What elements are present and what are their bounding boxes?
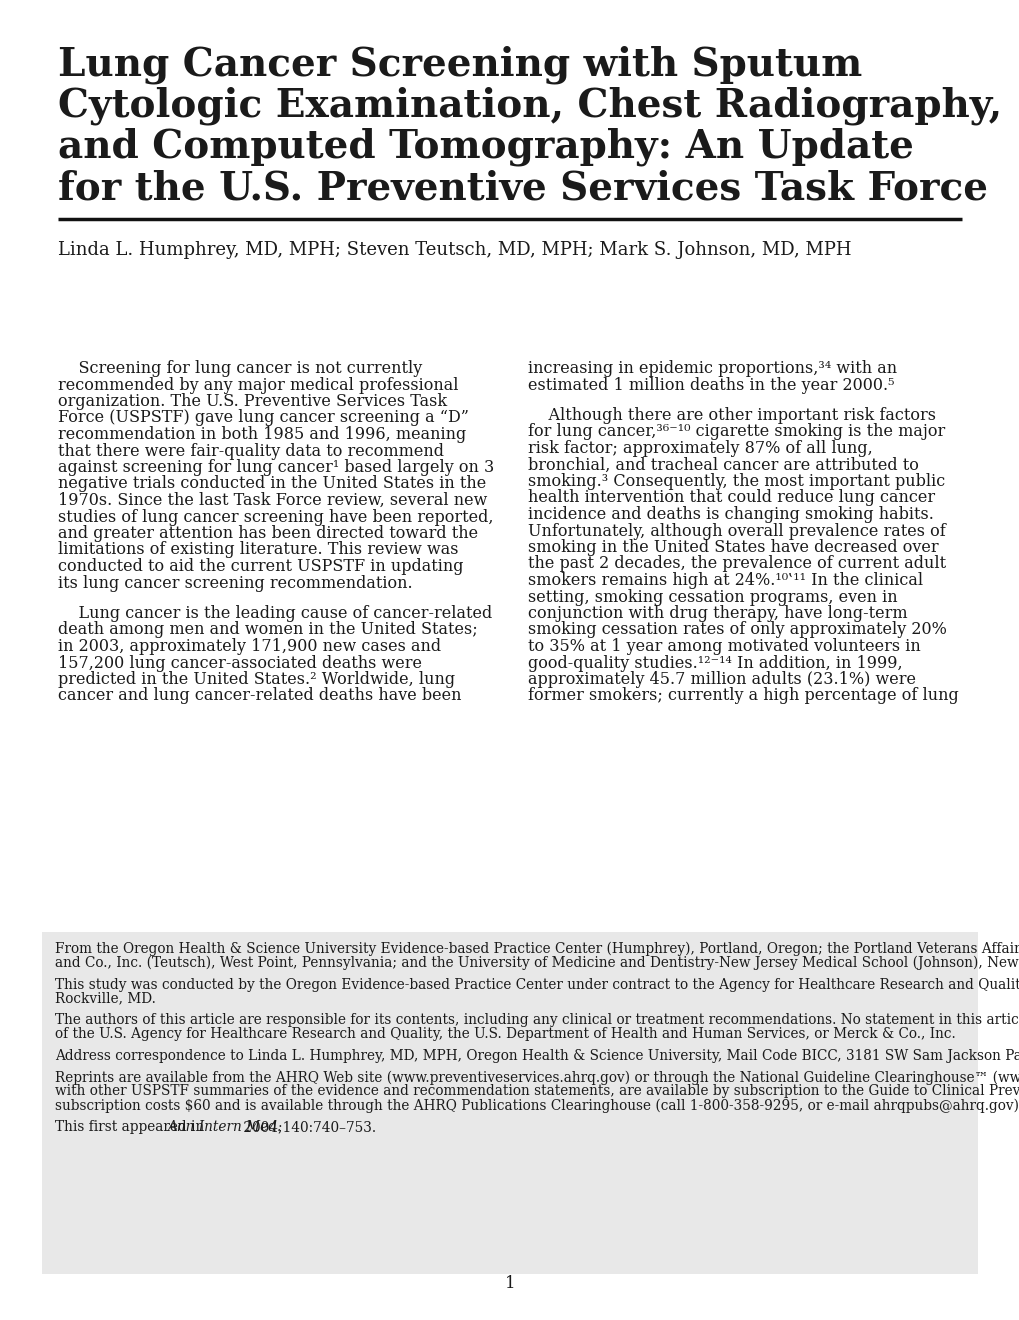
Text: Screening for lung cancer is not currently: Screening for lung cancer is not current…: [58, 360, 422, 378]
Text: death among men and women in the United States;: death among men and women in the United …: [58, 622, 477, 639]
Text: former smokers; currently a high percentage of lung: former smokers; currently a high percent…: [528, 688, 958, 705]
Text: Lung Cancer Screening with Sputum: Lung Cancer Screening with Sputum: [58, 45, 861, 83]
Text: to 35% at 1 year among motivated volunteers in: to 35% at 1 year among motivated volunte…: [528, 638, 920, 655]
Text: and Computed Tomography: An Update: and Computed Tomography: An Update: [58, 128, 913, 166]
Text: smoking in the United States have decreased over: smoking in the United States have decrea…: [528, 539, 937, 556]
Text: From the Oregon Health & Science University Evidence-based Practice Center (Hump: From the Oregon Health & Science Univers…: [55, 942, 1019, 957]
Text: smokers remains high at 24%.¹⁰‛¹¹ In the clinical: smokers remains high at 24%.¹⁰‛¹¹ In the…: [528, 572, 922, 589]
Text: and greater attention has been directed toward the: and greater attention has been directed …: [58, 525, 478, 543]
Text: 1: 1: [504, 1275, 515, 1292]
Text: approximately 45.7 million adults (23.1%) were: approximately 45.7 million adults (23.1%…: [528, 671, 915, 688]
Text: Linda L. Humphrey, MD, MPH; Steven Teutsch, MD, MPH; Mark S. Johnson, MD, MPH: Linda L. Humphrey, MD, MPH; Steven Teuts…: [58, 240, 851, 259]
Text: setting, smoking cessation programs, even in: setting, smoking cessation programs, eve…: [528, 589, 897, 606]
Text: subscription costs $60 and is available through the AHRQ Publications Clearingho: subscription costs $60 and is available …: [55, 1098, 1019, 1113]
Text: 157,200 lung cancer-associated deaths were: 157,200 lung cancer-associated deaths we…: [58, 655, 422, 672]
Text: risk factor; approximately 87% of all lung,: risk factor; approximately 87% of all lu…: [528, 440, 872, 457]
Text: the past 2 decades, the prevalence of current adult: the past 2 decades, the prevalence of cu…: [528, 556, 946, 573]
Text: Lung cancer is the leading cause of cancer-related: Lung cancer is the leading cause of canc…: [58, 605, 492, 622]
Text: Although there are other important risk factors: Although there are other important risk …: [528, 407, 935, 424]
Text: recommendation in both 1985 and 1996, meaning: recommendation in both 1985 and 1996, me…: [58, 426, 466, 444]
Text: bronchial, and tracheal cancer are attributed to: bronchial, and tracheal cancer are attri…: [528, 457, 918, 474]
Text: with other USPSTF summaries of the evidence and recommendation statements, are a: with other USPSTF summaries of the evide…: [55, 1085, 1019, 1098]
FancyBboxPatch shape: [42, 932, 977, 1274]
Text: for the U.S. Preventive Services Task Force: for the U.S. Preventive Services Task Fo…: [58, 169, 987, 207]
Text: of the U.S. Agency for Healthcare Research and Quality, the U.S. Department of H: of the U.S. Agency for Healthcare Resear…: [55, 1027, 955, 1041]
Text: conducted to aid the current USPSTF in updating: conducted to aid the current USPSTF in u…: [58, 558, 463, 576]
Text: incidence and deaths is changing smoking habits.: incidence and deaths is changing smoking…: [528, 506, 933, 523]
Text: Cytologic Examination, Chest Radiography,: Cytologic Examination, Chest Radiography…: [58, 86, 1001, 125]
Text: organization. The U.S. Preventive Services Task: organization. The U.S. Preventive Servic…: [58, 393, 446, 411]
Text: studies of lung cancer screening have been reported,: studies of lung cancer screening have be…: [58, 508, 493, 525]
Text: negative trials conducted in the United States in the: negative trials conducted in the United …: [58, 475, 486, 492]
Text: good-quality studies.¹²⁻¹⁴ In addition, in 1999,: good-quality studies.¹²⁻¹⁴ In addition, …: [528, 655, 902, 672]
Text: its lung cancer screening recommendation.: its lung cancer screening recommendation…: [58, 574, 413, 591]
Text: Ann Intern Med.: Ann Intern Med.: [166, 1119, 280, 1134]
Text: increasing in epidemic proportions,³⁴ with an: increasing in epidemic proportions,³⁴ wi…: [528, 360, 897, 378]
Text: This study was conducted by the Oregon Evidence-based Practice Center under cont: This study was conducted by the Oregon E…: [55, 978, 1019, 991]
Text: against screening for lung cancer¹ based largely on 3: against screening for lung cancer¹ based…: [58, 459, 494, 477]
Text: health intervention that could reduce lung cancer: health intervention that could reduce lu…: [528, 490, 934, 507]
Text: Unfortunately, although overall prevalence rates of: Unfortunately, although overall prevalen…: [528, 523, 945, 540]
Text: and Co., Inc. (Teutsch), West Point, Pennsylvania; and the University of Medicin: and Co., Inc. (Teutsch), West Point, Pen…: [55, 956, 1019, 970]
Text: This first appeared in: This first appeared in: [55, 1119, 209, 1134]
Text: Rockville, MD.: Rockville, MD.: [55, 991, 156, 1006]
Text: in 2003, approximately 171,900 new cases and: in 2003, approximately 171,900 new cases…: [58, 638, 440, 655]
Text: Address correspondence to Linda L. Humphrey, MD, MPH, Oregon Health & Science Un: Address correspondence to Linda L. Humph…: [55, 1049, 1019, 1063]
Text: smoking.³ Consequently, the most important public: smoking.³ Consequently, the most importa…: [528, 473, 945, 490]
Text: 2004;140:740–753.: 2004;140:740–753.: [239, 1119, 376, 1134]
Text: 1970s. Since the last Task Force review, several new: 1970s. Since the last Task Force review,…: [58, 492, 487, 510]
Text: limitations of existing literature. This review was: limitations of existing literature. This…: [58, 541, 459, 558]
Text: conjunction with drug therapy, have long-term: conjunction with drug therapy, have long…: [528, 605, 907, 622]
Text: for lung cancer,³⁶⁻¹⁰ cigarette smoking is the major: for lung cancer,³⁶⁻¹⁰ cigarette smoking …: [528, 424, 945, 441]
Text: that there were fair-quality data to recommend: that there were fair-quality data to rec…: [58, 442, 443, 459]
Text: Force (USPSTF) gave lung cancer screening a “D”: Force (USPSTF) gave lung cancer screenin…: [58, 409, 469, 426]
Text: predicted in the United States.² Worldwide, lung: predicted in the United States.² Worldwi…: [58, 671, 454, 688]
Text: The authors of this article are responsible for its contents, including any clin: The authors of this article are responsi…: [55, 1014, 1019, 1027]
Text: smoking cessation rates of only approximately 20%: smoking cessation rates of only approxim…: [528, 622, 946, 639]
Text: recommended by any major medical professional: recommended by any major medical profess…: [58, 376, 459, 393]
Text: cancer and lung cancer-related deaths have been: cancer and lung cancer-related deaths ha…: [58, 688, 461, 705]
Text: Reprints are available from the AHRQ Web site (www.preventiveservices.ahrq.gov) : Reprints are available from the AHRQ Web…: [55, 1071, 1019, 1085]
Text: estimated 1 million deaths in the year 2000.⁵: estimated 1 million deaths in the year 2…: [528, 376, 894, 393]
